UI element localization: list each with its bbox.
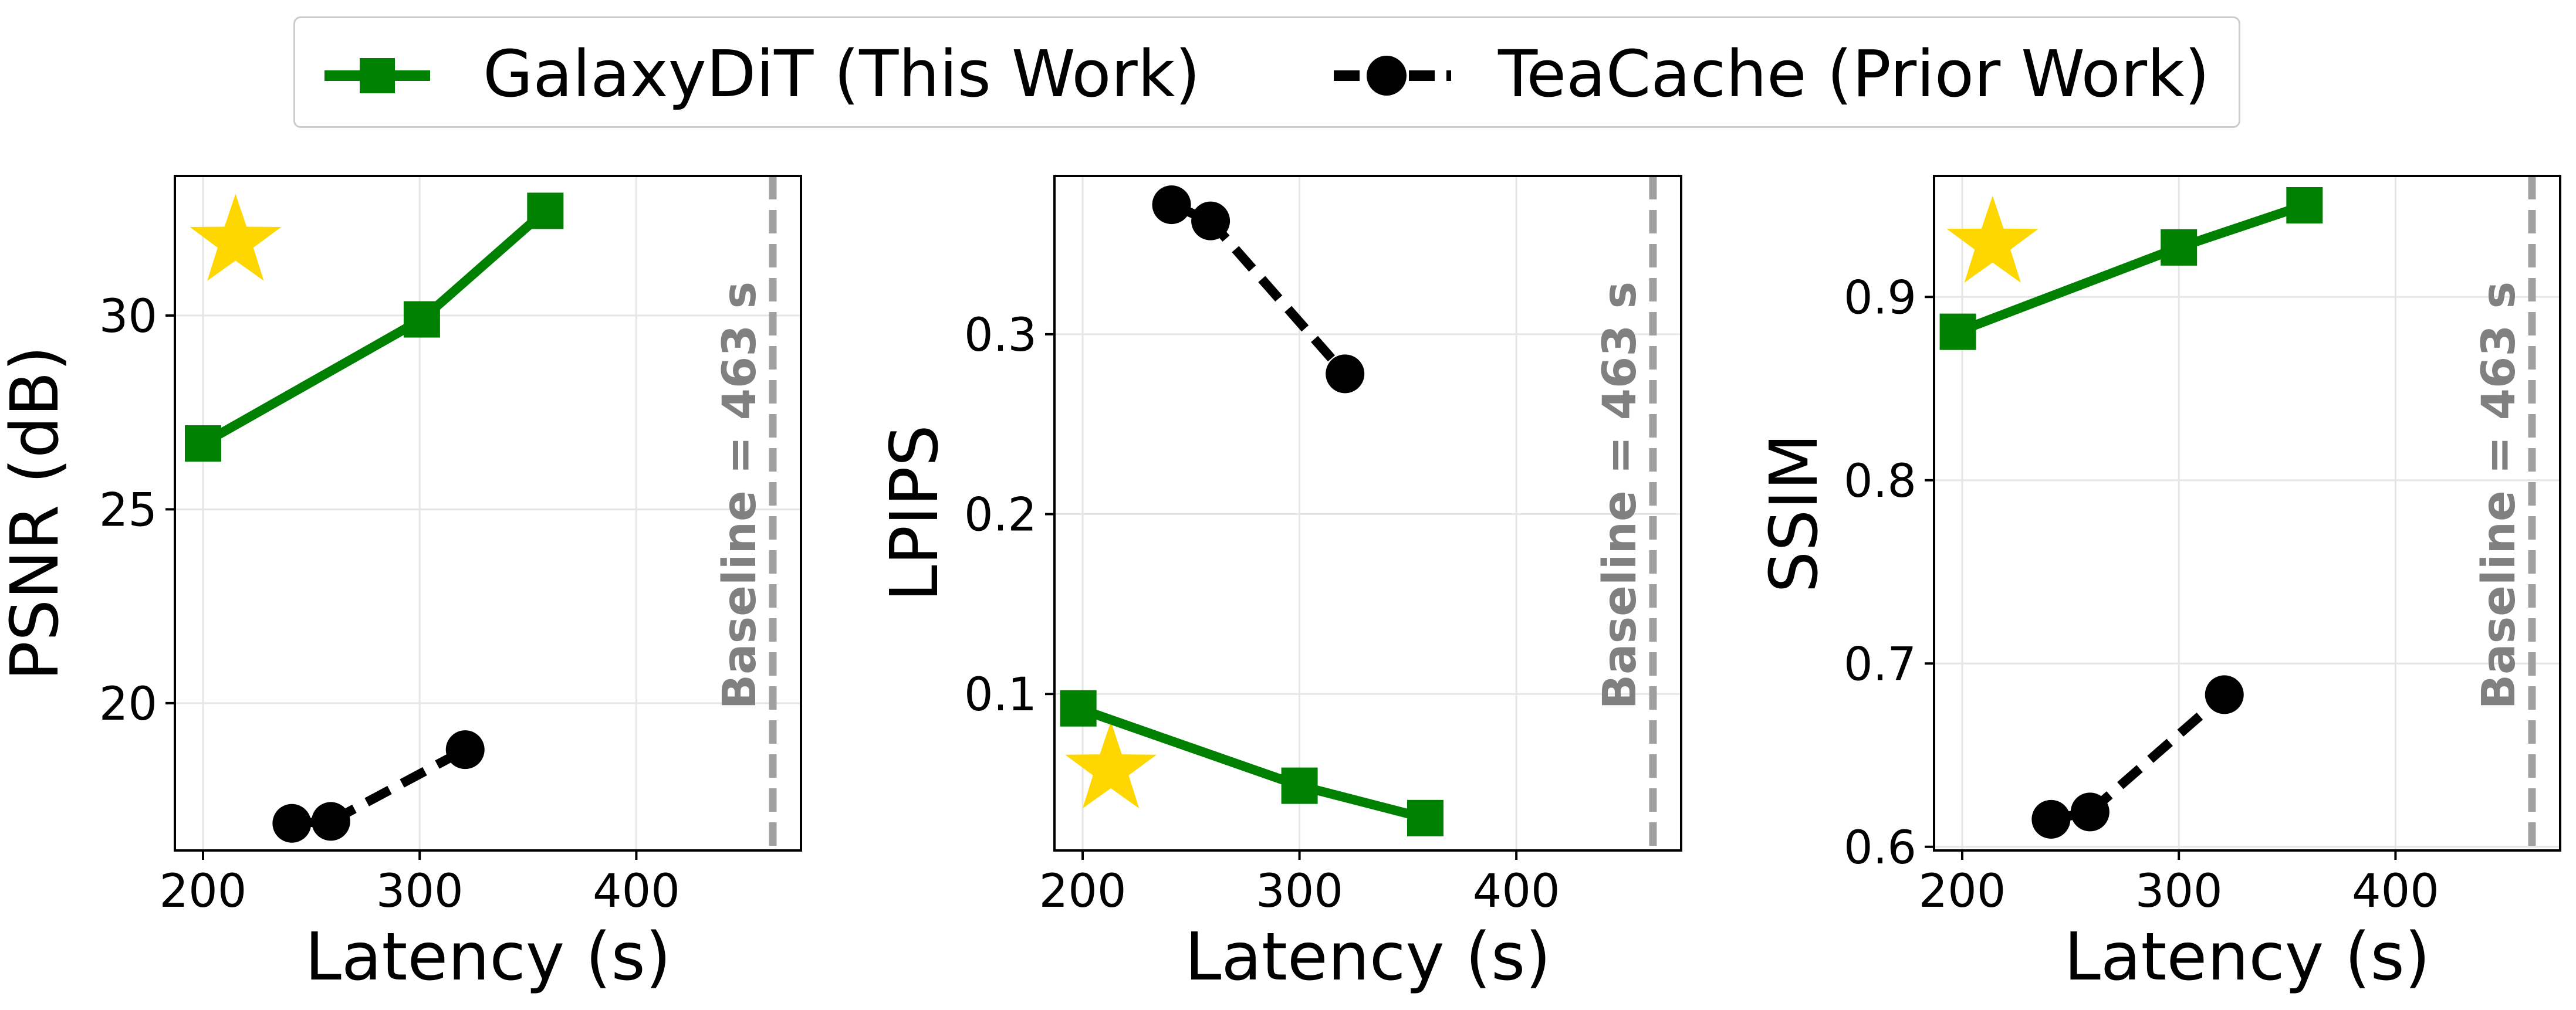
galaxydit-point — [527, 192, 564, 229]
teacache-point — [272, 804, 312, 843]
y-tick-label: 0.8 — [1844, 455, 1916, 508]
plot-frame — [1053, 175, 1682, 852]
galaxydit-point — [1281, 767, 1318, 804]
baseline-label: Baseline = 463 s — [714, 282, 766, 709]
legend-entry-galaxydit: GalaxyDiT (This Work) — [313, 18, 1200, 130]
legend-entry-teacache: TeaCache (Prior Work) — [1322, 18, 2226, 130]
x-tick-label: 200 — [1039, 865, 1127, 918]
plot-frame — [1933, 175, 2561, 852]
x-tick-label: 300 — [2135, 865, 2223, 918]
x-axis-label: Latency (s) — [305, 919, 671, 995]
teacache-point — [2205, 675, 2244, 714]
galaxydit-point — [184, 425, 221, 462]
legend-teacache-label: TeaCache (Prior Work) — [1498, 36, 2210, 111]
chart-panel-ssim: Baseline = 463 s 200 300 400 0.6 0.7 0.8 0.9 Lat… — [1756, 175, 2561, 995]
x-axis-label: Latency (s) — [1185, 919, 1551, 995]
baseline-label: Baseline = 463 s — [2473, 282, 2526, 709]
x-tick-label: 300 — [376, 865, 464, 918]
x-tick-label: 200 — [160, 865, 247, 918]
y-tick-label: 30 — [99, 290, 157, 343]
teacache-point — [311, 802, 350, 841]
optimal-star-icon — [1065, 721, 1157, 809]
galaxydit-point — [403, 301, 440, 338]
galaxydit-point — [1407, 799, 1443, 836]
y-tick-label: 0.1 — [964, 669, 1037, 721]
galaxydit-point — [2161, 229, 2198, 266]
teacache-point — [1191, 201, 1230, 240]
optimal-star-icon — [1946, 195, 2039, 283]
x-tick-label: 400 — [1473, 865, 1560, 918]
chart-panel-psnr: Baseline = 463 s 200 300 400 20 25 30 Latency (… — [0, 175, 802, 995]
x-tick-label: 400 — [2352, 865, 2439, 918]
plot-frame — [174, 175, 802, 852]
y-tick-label: 0.7 — [1844, 638, 1916, 691]
y-tick-label: 20 — [99, 678, 157, 731]
galaxydit-point — [1939, 313, 1976, 350]
y-axis-label: LPIPS — [877, 425, 953, 602]
y-tick-label: 0.9 — [1844, 272, 1916, 324]
chart-panel-lpips: Baseline = 463 s 200 300 400 0.1 0.2 0.3 Latenc… — [877, 175, 1682, 995]
x-tick-label: 300 — [1256, 865, 1343, 918]
galaxydit-point — [2286, 187, 2323, 223]
galaxydit-point — [1060, 690, 1097, 727]
legend: GalaxyDiT (This Work) TeaCache (Prior Wo… — [293, 16, 2240, 128]
y-tick-label: 0.3 — [964, 309, 1037, 362]
teacache-point — [1326, 354, 1365, 394]
y-tick-label: 0.2 — [964, 489, 1037, 542]
teacache-point — [1152, 185, 1191, 225]
teacache-point — [445, 730, 485, 770]
legend-galaxydit-label: GalaxyDiT (This Work) — [483, 36, 1201, 111]
optimal-star-icon — [190, 194, 282, 281]
x-axis-label: Latency (s) — [2064, 919, 2430, 995]
y-tick-label: 25 — [99, 484, 157, 537]
legend-teacache-marker-icon — [1334, 56, 1451, 96]
x-tick-label: 400 — [593, 865, 680, 918]
teacache-point — [2070, 792, 2110, 832]
baseline-label: Baseline = 463 s — [1594, 282, 1647, 709]
y-axis-label: PSNR (dB) — [0, 345, 73, 680]
x-tick-label: 200 — [1919, 865, 2006, 918]
legend-galaxydit-marker-icon — [324, 58, 430, 93]
teacache-point — [2031, 799, 2071, 839]
y-axis-label: SSIM — [1756, 433, 1833, 593]
y-tick-label: 0.6 — [1844, 822, 1916, 875]
